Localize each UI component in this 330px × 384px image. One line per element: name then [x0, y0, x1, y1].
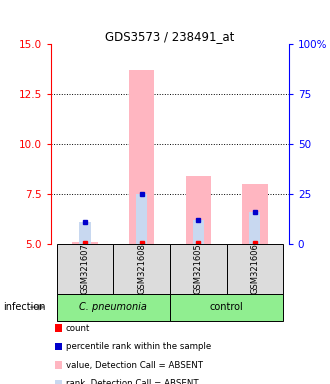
Bar — [136, 194, 147, 244]
Bar — [249, 212, 260, 244]
Bar — [242, 184, 268, 244]
Bar — [55, 379, 62, 384]
Bar — [57, 294, 170, 321]
Text: infection: infection — [3, 302, 46, 312]
Text: control: control — [210, 302, 244, 312]
Text: percentile rank within the sample: percentile rank within the sample — [66, 342, 211, 351]
Text: GSM321606: GSM321606 — [250, 243, 259, 294]
Text: GSM321605: GSM321605 — [194, 243, 203, 294]
Bar — [55, 343, 62, 350]
Bar — [55, 324, 62, 332]
Text: C. pneumonia: C. pneumonia — [80, 302, 147, 312]
Text: count: count — [66, 324, 90, 333]
Bar — [72, 242, 98, 244]
Text: rank, Detection Call = ABSENT: rank, Detection Call = ABSENT — [66, 379, 199, 384]
Bar — [226, 244, 283, 294]
Bar — [114, 244, 170, 294]
Bar — [57, 244, 114, 294]
Bar — [185, 176, 211, 244]
Bar — [170, 294, 283, 321]
Bar — [55, 361, 62, 369]
Text: GSM321608: GSM321608 — [137, 243, 146, 294]
Bar — [80, 222, 91, 244]
Bar — [129, 70, 154, 244]
Bar — [193, 220, 204, 244]
Text: GSM321607: GSM321607 — [81, 243, 89, 294]
Bar — [170, 244, 226, 294]
Title: GDS3573 / 238491_at: GDS3573 / 238491_at — [105, 30, 235, 43]
Text: value, Detection Call = ABSENT: value, Detection Call = ABSENT — [66, 361, 203, 370]
